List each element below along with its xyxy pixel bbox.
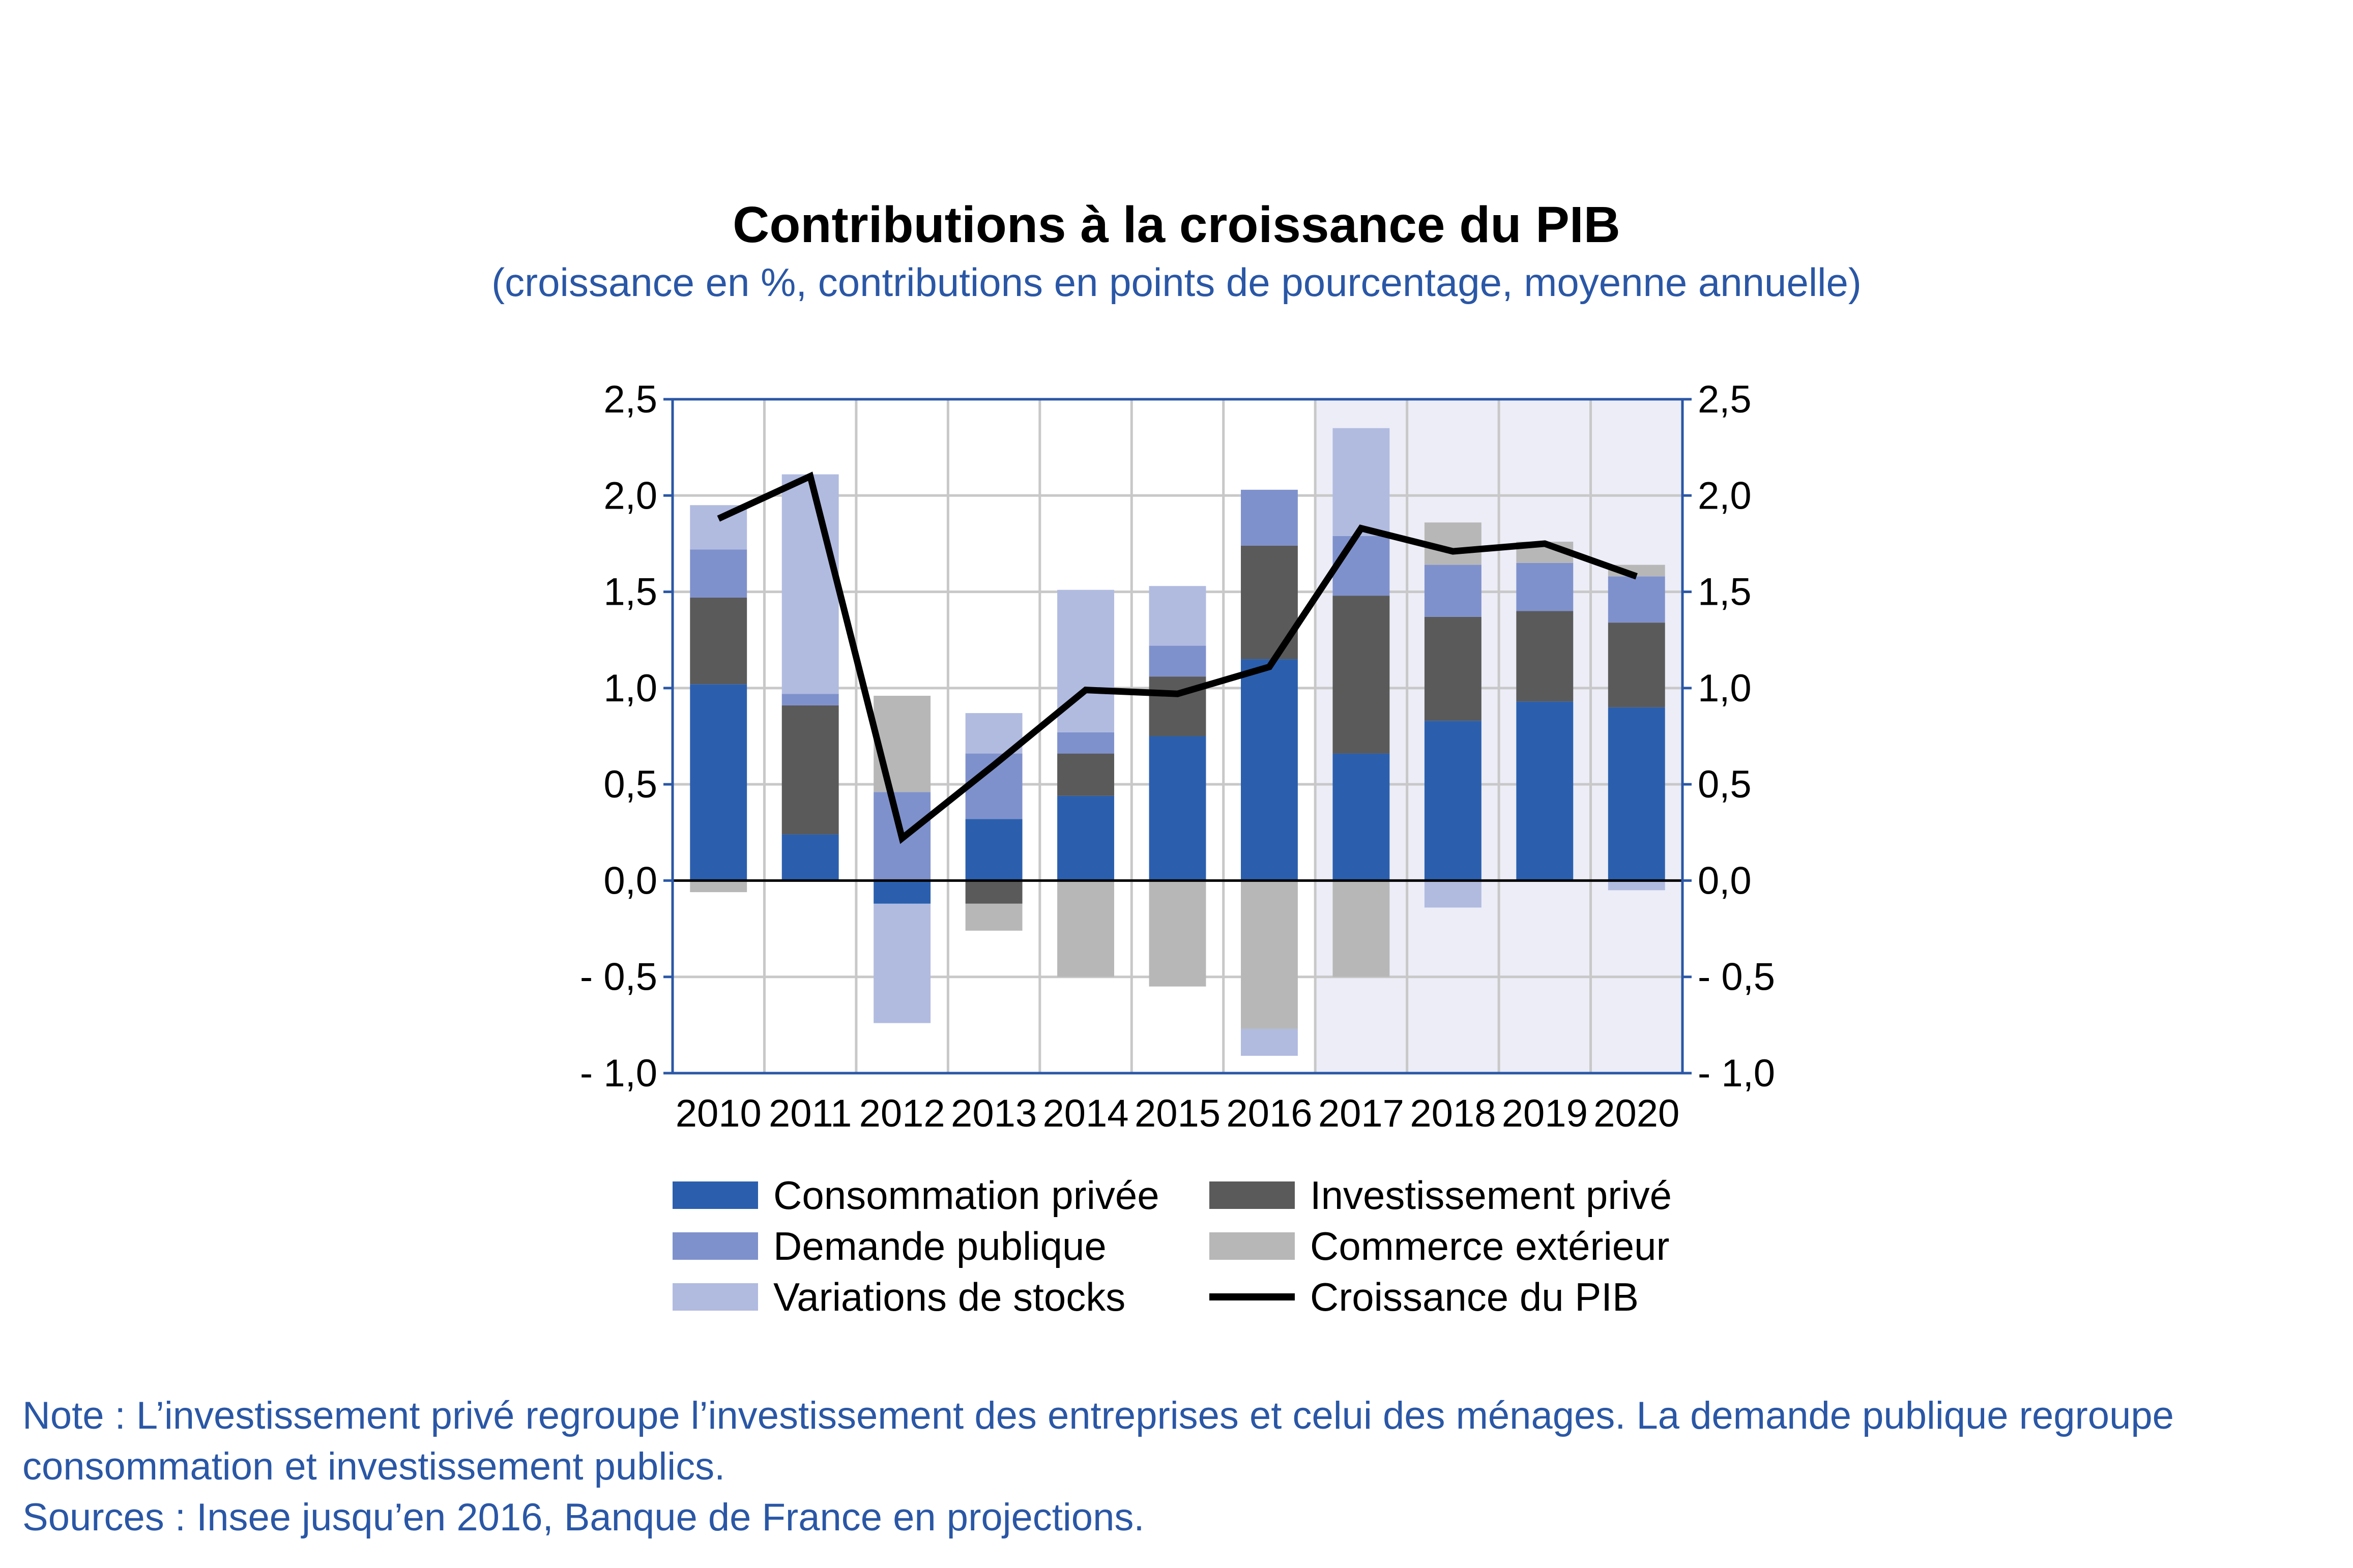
sources-line: Sources : Insee jusqu’en 2016, Banque de… [22,1496,1145,1539]
bar-demande-publique-2018 [1424,565,1481,617]
y-tick-label-right: 1,0 [1698,667,1752,710]
bar-consommation-privee-2017 [1332,753,1390,881]
x-tick-label-2013: 2013 [951,1092,1037,1135]
legend-item-commerce-exterieur: Commerce extérieur [1209,1223,1670,1269]
bar-demande-publique-2015 [1149,645,1206,677]
y-tick-label-right: 2,0 [1698,474,1752,517]
legend-item-consommation-privee: Consommation privée [673,1172,1159,1218]
bar-investissement-prive-2014 [1057,753,1114,796]
y-tick-label-right: - 0,5 [1698,956,1775,999]
x-tick-label-2015: 2015 [1135,1092,1221,1135]
y-tick-label-left: 1,5 [603,571,657,614]
bar-demande-publique-2010 [690,549,747,598]
x-tick-label-2017: 2017 [1318,1092,1404,1135]
bar-commerce-exterieur-2014 [1057,880,1114,977]
note-line-2: consommation et investissement publics. [22,1445,725,1488]
x-tick-label-2014: 2014 [1043,1092,1129,1135]
y-tick-label-left: 1,0 [603,667,657,710]
legend-label-commerce-exterieur: Commerce extérieur [1310,1223,1670,1268]
bar-variations-de-stocks-2020 [1608,880,1665,891]
legend-swatch-consommation-privee [673,1181,758,1209]
bar-investissement-prive-2019 [1516,611,1574,702]
bar-investissement-prive-2010 [690,597,747,685]
plot-frame [671,398,1684,1075]
x-tick-label-2012: 2012 [859,1092,945,1135]
bar-commerce-exterieur-2016 [1241,880,1298,1029]
note-line-1: Note : L’investissement privé regroupe l… [22,1394,2174,1437]
bar-consommation-privee-2015 [1149,736,1206,881]
bar-variations-de-stocks-2017 [1332,428,1390,536]
chart-title: Contributions à la croissance du PIB [733,196,1620,253]
bar-demande-publique-2020 [1608,576,1665,623]
bar-consommation-privee-2018 [1424,721,1481,881]
bar-variations-de-stocks-2012 [874,903,931,1023]
y-tick-label-right: 2,5 [1698,378,1752,421]
y-tick-label-right: 0,0 [1698,859,1752,902]
y-tick-label-left: 2,5 [603,378,657,421]
bar-demande-publique-2017 [1332,536,1390,596]
bar-consommation-privee-2010 [690,684,747,881]
x-tick-label-2010: 2010 [676,1092,762,1135]
bar-variations-de-stocks-2015 [1149,586,1206,646]
bar-variations-de-stocks-2014 [1057,589,1114,732]
legend-swatch-demande-publique [673,1232,758,1260]
line-croissance-du-pib [717,471,1638,844]
y-tick-label-right: - 1,0 [1698,1052,1775,1095]
bar-consommation-privee-2013 [965,819,1023,881]
bar-investissement-prive-2018 [1424,616,1481,721]
bar-consommation-privee-2016 [1241,659,1298,881]
y-tick-label-left: 0,0 [603,859,657,902]
legend-label-variations-de-stocks: Variations de stocks [773,1274,1126,1319]
bar-investissement-prive-2020 [1608,623,1665,707]
legend-item-croissance-du-pib: Croissance du PIB [1209,1274,1639,1320]
bar-variations-de-stocks-2018 [1424,880,1481,908]
x-tick-label-2018: 2018 [1410,1092,1496,1135]
legend-label-consommation-privee: Consommation privée [773,1172,1159,1218]
y-tick-label-left: 0,5 [603,763,657,806]
legend-swatch-investissement-prive [1209,1181,1295,1209]
bar-investissement-prive-2017 [1332,596,1390,754]
y-tick-label-left: - 1,0 [580,1052,657,1095]
legend-swatch-commerce-exterieur [1209,1232,1295,1260]
bar-demande-publique-2014 [1057,732,1114,754]
bar-investissement-prive-2013 [965,880,1023,904]
chart-canvas: 2,5 2,5 2,0 2,0 1,5 1,5 1,0 1,0 0,5 0,5 0,0 0,0 - 0,… [580,378,1775,1135]
y-tick-label-left: 2,0 [603,474,657,517]
legend-swatch-croissance-du-pib [1209,1293,1295,1300]
bar-variations-de-stocks-2011 [781,474,839,694]
bar-investissement-prive-2011 [781,705,839,835]
chart-subtitle: (croissance en %, contributions en point… [491,260,1862,305]
legend-label-croissance-du-pib: Croissance du PIB [1310,1274,1639,1319]
bar-consommation-privee-2012 [874,880,931,904]
legend-item-variations-de-stocks: Variations de stocks [673,1274,1125,1320]
bar-consommation-privee-2019 [1516,701,1574,881]
y-tick-label-right: 0,5 [1698,763,1752,806]
x-tick-label-2019: 2019 [1502,1092,1588,1135]
legend-item-investissement-prive: Investissement privé [1209,1172,1672,1218]
legend-label-demande-publique: Demande publique [773,1223,1107,1268]
bar-commerce-exterieur-2015 [1149,880,1206,987]
legend-swatch-variations-de-stocks [673,1283,758,1311]
legend-label-investissement-prive: Investissement privé [1310,1172,1672,1218]
bar-demande-publique-2016 [1241,489,1298,546]
bar-consommation-privee-2020 [1608,707,1665,881]
bar-variations-de-stocks-2016 [1241,1028,1298,1056]
x-tick-label-2011: 2011 [769,1092,852,1135]
x-tick-label-2020: 2020 [1593,1092,1679,1135]
bar-commerce-exterieur-2013 [965,903,1023,931]
x-tick-label-2016: 2016 [1226,1092,1312,1135]
bar-demande-publique-2011 [781,694,839,705]
bar-commerce-exterieur-2010 [690,880,747,893]
bar-consommation-privee-2014 [1057,795,1114,881]
legend-item-demande-publique: Demande publique [673,1223,1107,1269]
bar-consommation-privee-2011 [781,834,839,881]
bar-commerce-exterieur-2012 [874,696,931,792]
bar-demande-publique-2019 [1516,563,1574,611]
y-tick-label-right: 1,5 [1698,571,1752,614]
y-tick-label-left: - 0,5 [580,956,657,999]
bar-commerce-exterieur-2017 [1332,880,1390,977]
